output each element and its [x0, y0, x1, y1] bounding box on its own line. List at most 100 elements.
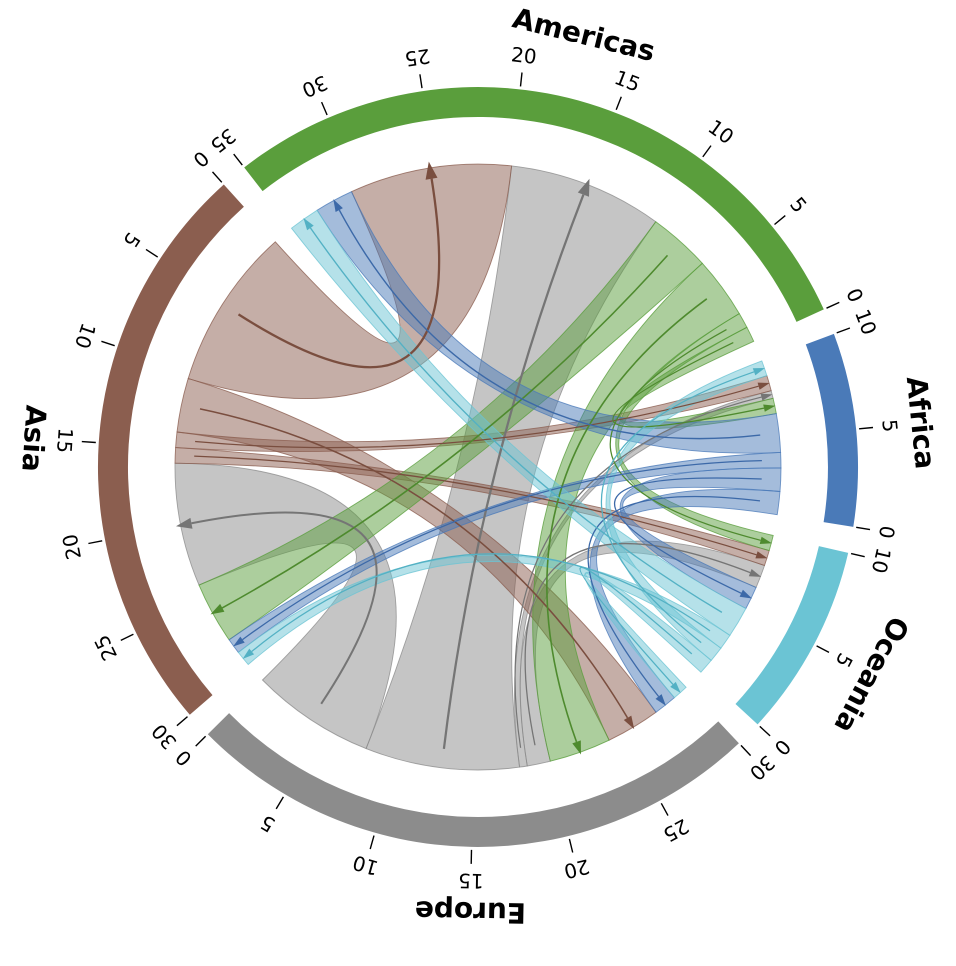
arrow-line-europe-to-africa [514, 396, 762, 748]
tick-mark-asia-5 [145, 248, 159, 258]
tick-mark-oceania-5 [816, 645, 830, 654]
tick-label-americas-35: 35 [206, 123, 241, 158]
tick-label-europe-0: 0 [171, 745, 197, 771]
arrow-line-oceania-to-europe [579, 566, 693, 685]
tick-label-americas-15: 15 [611, 65, 643, 97]
arrow-head-americas-to-asia [210, 603, 225, 615]
arrow-head-asia-to-europe [623, 715, 635, 730]
sector-bands-layer [97, 87, 859, 847]
tick-label-europe-15: 15 [458, 869, 484, 893]
tick-label-europe-10: 10 [350, 850, 381, 880]
arrow-head-americas-to-africa [763, 404, 776, 412]
arrow-line-asia-to-oceania [194, 455, 757, 556]
tick-mark-oceania-0 [759, 725, 771, 737]
arrow-head-oceania-to-europe [670, 681, 681, 693]
tick-label-americas-10: 10 [704, 115, 739, 149]
arrow-head-asia-to-americas [425, 161, 438, 180]
tick-label-europe-25: 25 [659, 814, 693, 847]
tick-label-africa-10: 10 [850, 306, 881, 338]
tick-mark-africa-10 [836, 327, 851, 334]
arrow-head-europe-to-asia [176, 517, 193, 529]
tick-mark-asia-20 [88, 540, 103, 545]
arrow-head-africa-to-europe [655, 694, 666, 706]
sector-band-europe [207, 713, 739, 847]
arrow-line-africa-to-oceania [613, 477, 762, 594]
tick-label-oceania-0: 0 [769, 735, 795, 761]
tick-mark-europe-5 [275, 796, 285, 810]
tick-mark-americas-35 [233, 153, 243, 166]
tick-label-oceania-10: 10 [867, 545, 896, 575]
sector-band-oceania [735, 546, 849, 725]
tick-mark-asia-30 [176, 716, 188, 727]
arrow-line-europe-to-oceania [524, 542, 751, 746]
arrow-line-americas-to-europe [546, 298, 708, 743]
arrow-line-africa-to-americas [338, 209, 761, 440]
tick-label-asia-30: 30 [147, 719, 182, 754]
tick-mark-americas-30 [320, 101, 328, 116]
tick-mark-americas-25 [419, 74, 423, 89]
arrow-line-europe-to-americas [442, 194, 585, 750]
tick-label-americas-20: 20 [510, 42, 538, 69]
arrow-line-asia-to-europe [199, 408, 629, 719]
tick-mark-americas-20 [519, 72, 523, 87]
ribbon-oceania-to-americas [290, 209, 747, 637]
arrow-line-americas-to-asia [221, 254, 669, 609]
arrow-head-americas-to-europe [572, 740, 581, 755]
ribbon-africa-to-europe [589, 488, 781, 713]
tick-label-africa-0: 0 [874, 524, 900, 540]
arrow-head-africa-to-americas [333, 199, 343, 212]
tick-mark-europe-30 [740, 744, 752, 757]
arrow-head-oceania-to-americas [303, 217, 314, 231]
arrow-head-europe-to-americas [577, 178, 590, 197]
sector-band-africa [805, 333, 859, 527]
tick-mark-europe-25 [660, 802, 669, 816]
arrows-layer [176, 161, 776, 755]
sector-label-europe: Europe [415, 894, 527, 929]
tick-label-americas-0: 0 [841, 285, 868, 307]
tick-mark-americas-15 [615, 96, 622, 111]
arrow-line-asia-to-africa [195, 385, 759, 449]
tick-mark-africa-5 [859, 426, 874, 430]
arrow-head-asia-to-africa [757, 382, 770, 390]
arrow-head-europe-to-africa [760, 393, 773, 401]
sector-label-africa: Africa [900, 375, 942, 471]
arrow-line-asia-to-americas [237, 178, 441, 369]
arrow-head-africa-to-asia [233, 636, 245, 647]
tick-mark-asia-15 [81, 440, 96, 444]
arrow-head-oceania-to-asia [242, 648, 255, 659]
arrow-line-americas-to-oceania [609, 329, 761, 541]
tick-mark-europe-20 [568, 838, 574, 853]
ribbons-layer [174, 163, 782, 771]
arrow-line-africa-to-asia [242, 459, 762, 641]
arrow-head-africa-to-oceania [739, 589, 752, 599]
ribbon-americas-to-asia [198, 221, 703, 641]
arrow-head-europe-to-oceania [748, 569, 762, 577]
arrow-line-americas-to-africa [612, 342, 765, 428]
tick-label-asia-15: 15 [52, 427, 78, 454]
tick-label-oceania-5: 5 [831, 649, 858, 671]
tick-label-americas-25: 25 [403, 44, 432, 71]
tick-label-asia-5: 5 [118, 228, 145, 252]
arrow-line-oceania-to-americas [309, 227, 723, 613]
tick-label-asia-25: 25 [89, 631, 122, 664]
arrow-head-americas-to-oceania [759, 536, 772, 544]
tick-mark-asia-25 [120, 633, 134, 642]
sector-band-asia [97, 184, 244, 715]
sector-label-oceania: Oceania [827, 611, 915, 738]
arrow-line-europe-to-asia [191, 511, 378, 705]
tick-label-americas-5: 5 [785, 192, 812, 217]
tick-mark-africa-0 [856, 526, 871, 531]
sector-band-americas [244, 87, 824, 322]
tick-mark-americas-0 [826, 301, 840, 309]
arrow-line-oceania-to-africa [600, 371, 755, 644]
arrow-line-africa-to-europe [587, 495, 761, 697]
ribbon-oceania-to-africa [605, 360, 768, 662]
tick-mark-europe-0 [195, 735, 207, 747]
arrow-head-oceania-to-africa [752, 368, 765, 376]
tick-mark-asia-0 [211, 171, 223, 183]
tick-label-europe-20: 20 [562, 854, 592, 883]
arrow-head-asia-to-oceania [755, 551, 768, 559]
tick-mark-oceania-10 [850, 552, 865, 558]
